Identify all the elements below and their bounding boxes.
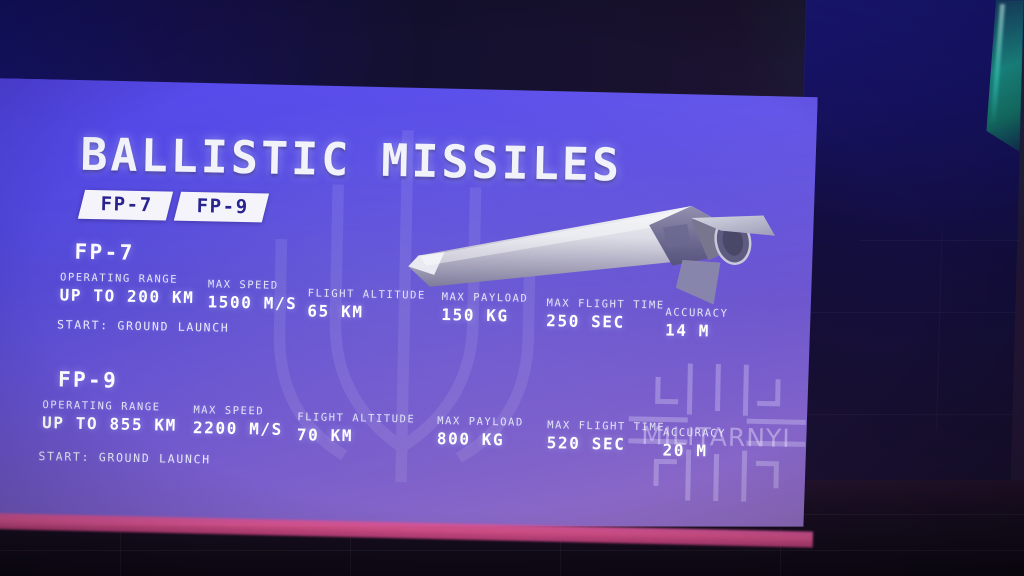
slide-content: BALLISTIC MISSILES FP-7 FP-9 FP-7 OPERAT… [0, 78, 818, 542]
spec-label: MAX SPEED [207, 278, 279, 292]
spec-label: OPERATING RANGE [42, 399, 161, 414]
badge-fp-9[interactable]: FP-9 [174, 192, 269, 223]
spec-value: UP TO 855 KM [41, 413, 178, 435]
model-title-fp-9: FP-9 [57, 367, 119, 393]
model-title-fp-7: FP-7 [74, 239, 135, 265]
spec-fp9-operating-range: OPERATING RANGE UP TO 855 KM [42, 399, 177, 435]
spec-value: UP TO 200 KM [59, 285, 195, 308]
page-title: BALLISTIC MISSILES [79, 127, 623, 192]
projection-screen: BALLISTIC MISSILES FP-7 FP-9 FP-7 OPERAT… [0, 78, 818, 548]
secondary-display-panel [986, 0, 1024, 152]
badge-fp-7[interactable]: FP-7 [78, 190, 173, 221]
model-badge-row: FP-7 FP-9 [81, 190, 266, 223]
spec-value: 2200 M/S [192, 418, 284, 439]
start-line-fp-9: START: GROUND LAUNCH [38, 448, 212, 467]
spec-value: 70 KM [296, 425, 354, 446]
spec-fp7-max-speed: MAX SPEED 1500 M/S [207, 278, 298, 313]
spec-label: MAX SPEED [193, 404, 265, 418]
start-line-fp-7: START: GROUND LAUNCH [56, 317, 230, 335]
badge-fp-7-label: FP-7 [100, 193, 153, 217]
spec-fp9-flight-altitude: FLIGHT ALTITUDE 70 KM [297, 411, 416, 446]
badge-fp-9-label: FP-9 [196, 195, 250, 219]
spec-label: FLIGHT ALTITUDE [297, 411, 416, 426]
background-emblem-icon [236, 123, 573, 490]
spec-value: 1500 M/S [207, 292, 298, 314]
spec-label: MAX PAYLOAD [437, 414, 524, 429]
spec-fp9-max-speed: MAX SPEED 2200 M/S [193, 404, 284, 439]
watermark-text: MILITARNYI [640, 421, 791, 454]
spec-fp7-operating-range: OPERATING RANGE UP TO 200 KM [59, 271, 194, 307]
spec-fp9-max-payload: MAX PAYLOAD 800 KG [437, 415, 524, 450]
ballistic-missile-render [389, 194, 782, 362]
spec-value: 800 KG [436, 428, 505, 450]
spec-label: OPERATING RANGE [59, 271, 179, 286]
